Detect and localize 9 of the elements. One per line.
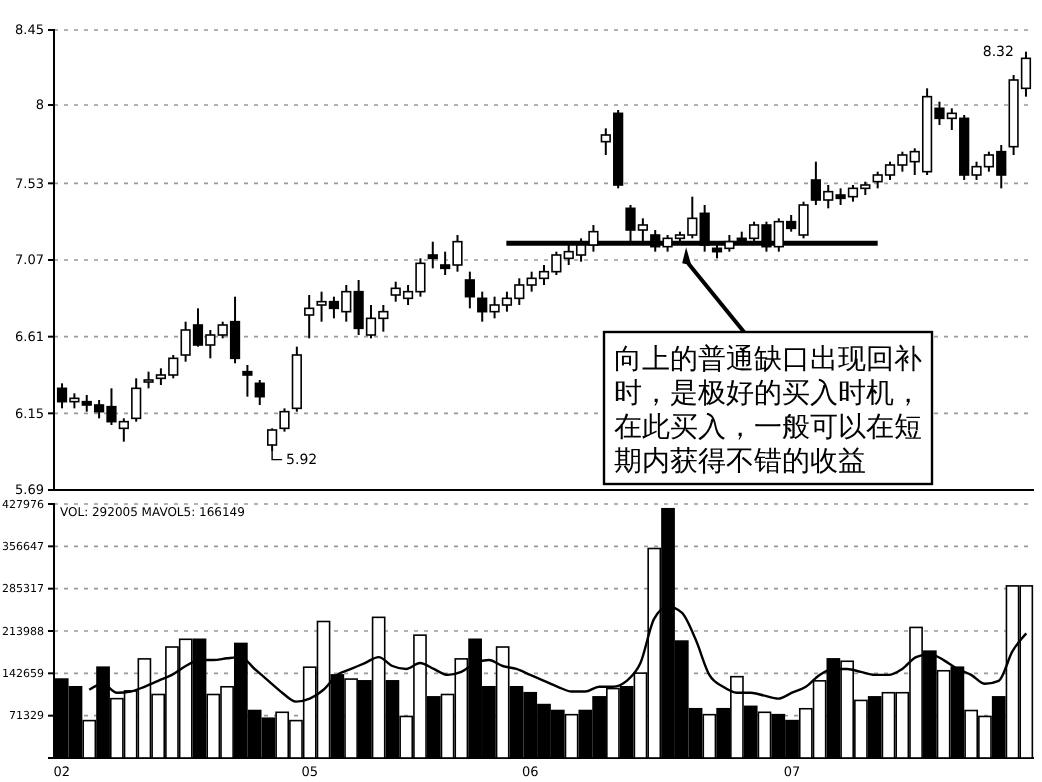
candlestick [427,240,438,270]
candlestick [131,377,142,423]
annotation: 向上的普通缺口出现回补时，是极好的买入时机，在此买入，一般可以在短期内获得不错的收益 [614,342,922,478]
candlestick [254,379,265,406]
candlestick [279,407,290,433]
candlestick [242,364,253,398]
candlestick [464,270,475,310]
candlestick [304,294,315,340]
candlestick [267,427,278,453]
